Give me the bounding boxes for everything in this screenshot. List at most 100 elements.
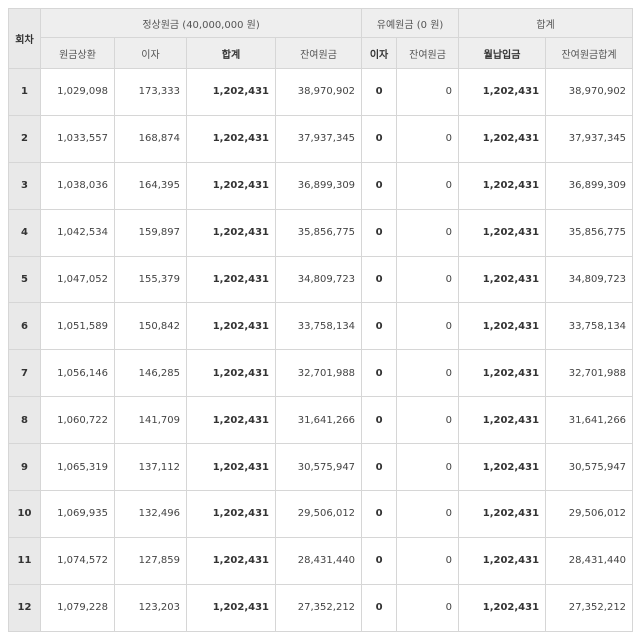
grace-interest-cell: 0 bbox=[361, 536, 398, 585]
interest-cell: 159,897 bbox=[114, 208, 187, 257]
subtotal-cell: 1,202,431 bbox=[186, 490, 276, 538]
round-cell: 9 bbox=[8, 443, 41, 492]
subtotal-cell: 1,202,431 bbox=[186, 443, 276, 492]
remaining-principal-total-cell: 35,856,775 bbox=[545, 208, 634, 257]
grace-remaining-principal-cell: 0 bbox=[396, 349, 460, 398]
header-round: 회차 bbox=[8, 8, 41, 69]
grace-remaining-principal-cell: 0 bbox=[396, 302, 460, 351]
interest-cell: 146,285 bbox=[114, 349, 187, 398]
round-cell: 3 bbox=[8, 161, 41, 210]
monthly-payment-cell: 1,202,431 bbox=[458, 255, 547, 304]
table-row: 3 1,038,036 164,395 1,202,431 36,899,309 0 0 1,… bbox=[8, 161, 634, 210]
monthly-payment-cell: 1,202,431 bbox=[458, 114, 547, 163]
remaining-principal-total-cell: 34,809,723 bbox=[545, 255, 634, 304]
remaining-principal-total-cell: 30,575,947 bbox=[545, 443, 634, 492]
remaining-principal-cell: 38,970,902 bbox=[274, 68, 363, 116]
table-body: 1 1,029,098 173,333 1,202,431 38,970,902 0 0 1,… bbox=[8, 68, 634, 632]
table-row: 4 1,042,534 159,897 1,202,431 35,856,775 0 0 1,… bbox=[8, 208, 634, 257]
grace-interest-cell: 0 bbox=[361, 396, 398, 445]
remaining-principal-total-cell: 33,758,134 bbox=[545, 302, 634, 351]
header-grace-interest: 이자 bbox=[361, 37, 398, 69]
interest-cell: 137,112 bbox=[114, 443, 187, 492]
header-total-group: 합계 bbox=[458, 8, 634, 38]
principal-repayment-cell: 1,051,589 bbox=[40, 302, 115, 351]
principal-repayment-cell: 1,038,036 bbox=[40, 161, 115, 210]
remaining-principal-cell: 30,575,947 bbox=[274, 443, 363, 492]
round-cell: 7 bbox=[8, 349, 41, 398]
principal-repayment-cell: 1,074,572 bbox=[40, 536, 115, 585]
round-cell: 10 bbox=[8, 490, 41, 538]
table-row: 10 1,069,935 132,496 1,202,431 29,506,012 0 0 1… bbox=[8, 490, 634, 538]
principal-repayment-cell: 1,060,722 bbox=[40, 396, 115, 445]
principal-repayment-cell: 1,069,935 bbox=[40, 490, 115, 538]
header-subtotal: 합계 bbox=[186, 37, 276, 69]
grace-remaining-principal-cell: 0 bbox=[396, 255, 460, 304]
header-remaining-principal-total: 잔여원금합계 bbox=[545, 37, 634, 69]
remaining-principal-cell: 34,809,723 bbox=[274, 255, 363, 304]
table-header: 회차 정상원금 (40,000,000 원) 유예원금 (0 원) 합계 원금상… bbox=[8, 8, 634, 69]
grace-remaining-principal-cell: 0 bbox=[396, 208, 460, 257]
monthly-payment-cell: 1,202,431 bbox=[458, 68, 547, 116]
grace-remaining-principal-cell: 0 bbox=[396, 536, 460, 585]
interest-cell: 155,379 bbox=[114, 255, 187, 304]
remaining-principal-cell: 27,352,212 bbox=[274, 583, 363, 632]
principal-repayment-cell: 1,065,319 bbox=[40, 443, 115, 492]
monthly-payment-cell: 1,202,431 bbox=[458, 208, 547, 257]
remaining-principal-total-cell: 29,506,012 bbox=[545, 490, 634, 538]
remaining-principal-cell: 28,431,440 bbox=[274, 536, 363, 585]
table-row: 1 1,029,098 173,333 1,202,431 38,970,902 0 0 1,… bbox=[8, 68, 634, 116]
remaining-principal-total-cell: 28,431,440 bbox=[545, 536, 634, 585]
remaining-principal-cell: 36,899,309 bbox=[274, 161, 363, 210]
subtotal-cell: 1,202,431 bbox=[186, 255, 276, 304]
round-cell: 2 bbox=[8, 114, 41, 163]
round-cell: 12 bbox=[8, 583, 41, 632]
table-row: 2 1,033,557 168,874 1,202,431 37,937,345 0 0 1,… bbox=[8, 114, 634, 163]
subtotal-cell: 1,202,431 bbox=[186, 302, 276, 351]
round-cell: 6 bbox=[8, 302, 41, 351]
grace-remaining-principal-cell: 0 bbox=[396, 68, 460, 116]
repayment-table: 회차 정상원금 (40,000,000 원) 유예원금 (0 원) 합계 원금상… bbox=[8, 8, 634, 632]
subtotal-cell: 1,202,431 bbox=[186, 114, 276, 163]
principal-repayment-cell: 1,079,228 bbox=[40, 583, 115, 632]
header-principal-repayment: 원금상환 bbox=[40, 37, 115, 69]
interest-cell: 127,859 bbox=[114, 536, 187, 585]
subtotal-cell: 1,202,431 bbox=[186, 68, 276, 116]
header-regular-principal-group: 정상원금 (40,000,000 원) bbox=[39, 8, 363, 38]
monthly-payment-cell: 1,202,431 bbox=[458, 396, 547, 445]
monthly-payment-cell: 1,202,431 bbox=[458, 161, 547, 210]
monthly-payment-cell: 1,202,431 bbox=[458, 349, 547, 398]
remaining-principal-cell: 29,506,012 bbox=[274, 490, 363, 538]
interest-cell: 132,496 bbox=[114, 490, 187, 538]
grace-interest-cell: 0 bbox=[361, 302, 398, 351]
remaining-principal-total-cell: 27,352,212 bbox=[545, 583, 634, 632]
principal-repayment-cell: 1,033,557 bbox=[40, 114, 115, 163]
grace-interest-cell: 0 bbox=[361, 255, 398, 304]
principal-repayment-cell: 1,056,146 bbox=[40, 349, 115, 398]
grace-interest-cell: 0 bbox=[361, 443, 398, 492]
grace-remaining-principal-cell: 0 bbox=[396, 583, 460, 632]
table-row: 12 1,079,228 123,203 1,202,431 27,352,212 0 0 1… bbox=[8, 583, 634, 632]
remaining-principal-cell: 37,937,345 bbox=[274, 114, 363, 163]
grace-interest-cell: 0 bbox=[361, 349, 398, 398]
repayment-schedule: 회차 정상원금 (40,000,000 원) 유예원금 (0 원) 합계 원금상… bbox=[8, 8, 634, 632]
grace-remaining-principal-cell: 0 bbox=[396, 443, 460, 492]
principal-repayment-cell: 1,042,534 bbox=[40, 208, 115, 257]
interest-cell: 123,203 bbox=[114, 583, 187, 632]
table-row: 8 1,060,722 141,709 1,202,431 31,641,266 0 0 1,… bbox=[8, 396, 634, 445]
round-cell: 8 bbox=[8, 396, 41, 445]
grace-interest-cell: 0 bbox=[361, 490, 398, 538]
grace-remaining-principal-cell: 0 bbox=[396, 396, 460, 445]
grace-interest-cell: 0 bbox=[361, 583, 398, 632]
interest-cell: 150,842 bbox=[114, 302, 187, 351]
remaining-principal-cell: 33,758,134 bbox=[274, 302, 363, 351]
table-row: 5 1,047,052 155,379 1,202,431 34,809,723 0 0 1,… bbox=[8, 255, 634, 304]
grace-remaining-principal-cell: 0 bbox=[396, 114, 460, 163]
round-cell: 11 bbox=[8, 536, 41, 585]
principal-repayment-cell: 1,047,052 bbox=[40, 255, 115, 304]
remaining-principal-total-cell: 32,701,988 bbox=[545, 349, 634, 398]
grace-interest-cell: 0 bbox=[361, 161, 398, 210]
interest-cell: 141,709 bbox=[114, 396, 187, 445]
header-interest: 이자 bbox=[114, 37, 187, 69]
interest-cell: 168,874 bbox=[114, 114, 187, 163]
subtotal-cell: 1,202,431 bbox=[186, 349, 276, 398]
